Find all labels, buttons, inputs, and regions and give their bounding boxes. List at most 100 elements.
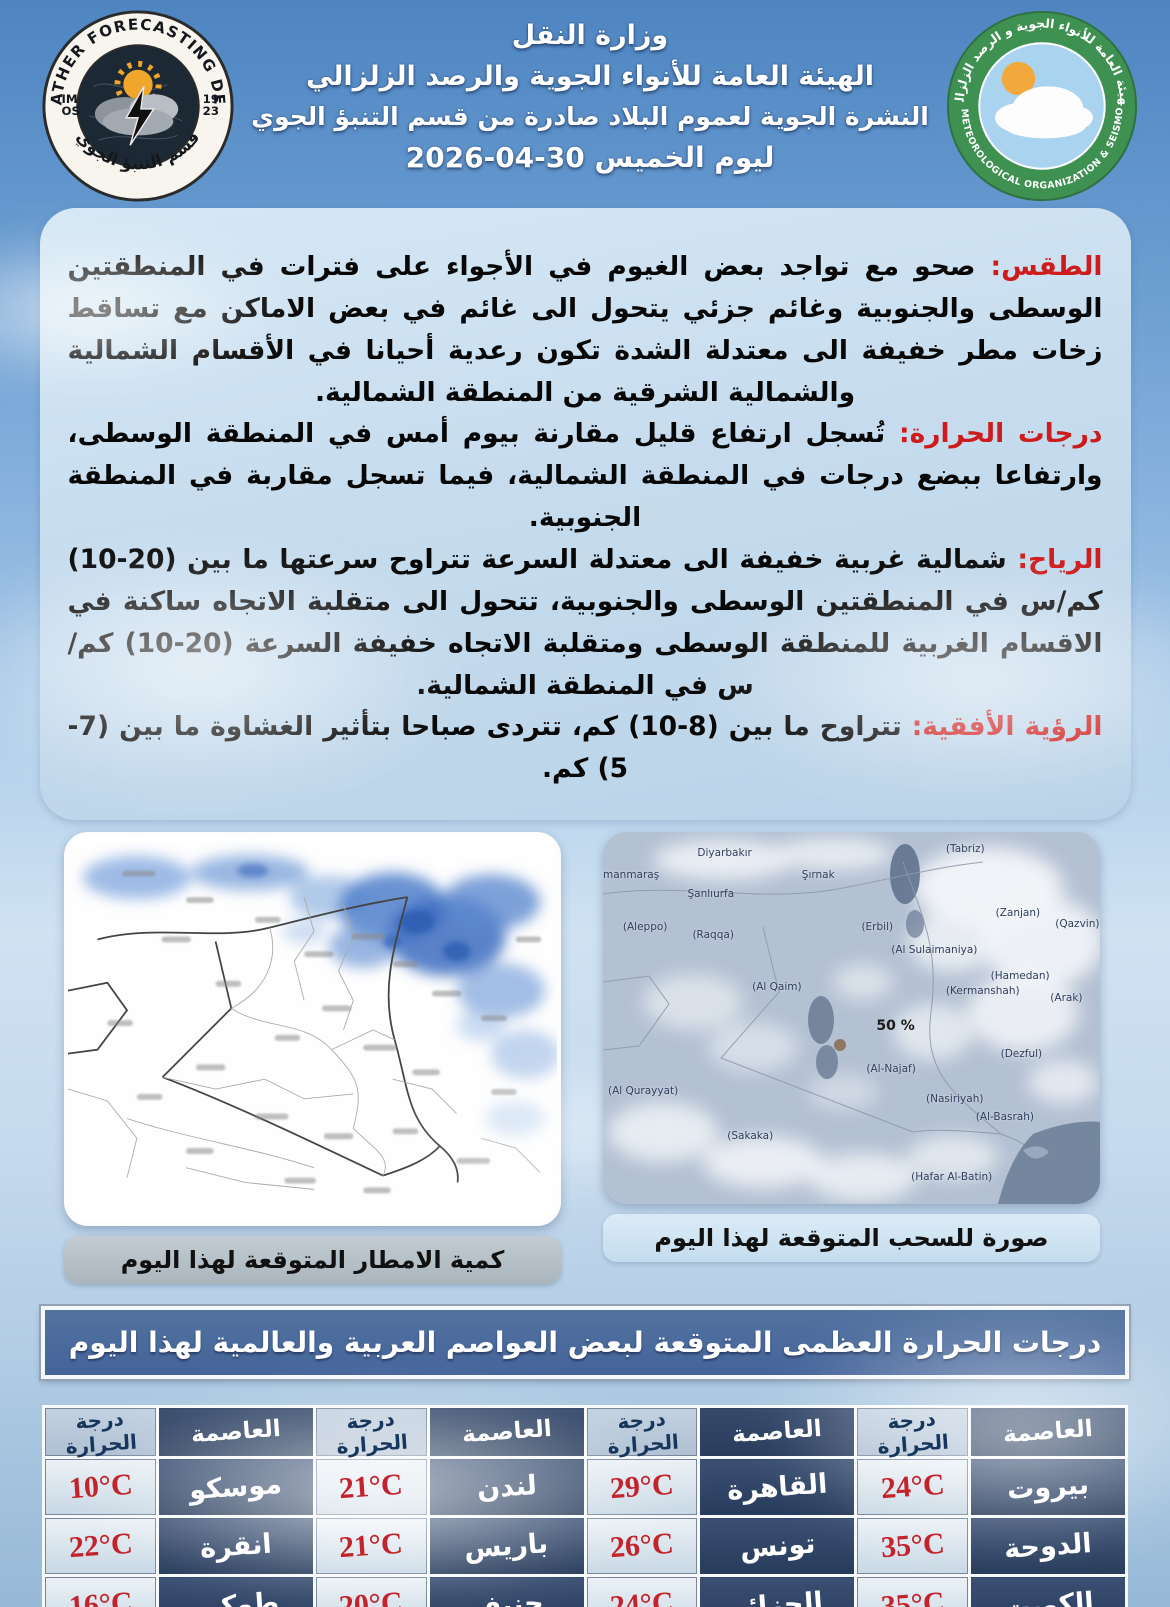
weather-forecasting-dept-logo-graphic: WEATHER FORECASTING DEPT. IM OS 19 23 قس… <box>40 8 234 202</box>
temperature-cell: 16°C <box>42 1574 159 1607</box>
map-city-label: (Al-Najaf) <box>866 1062 916 1075</box>
map-city-label: (Arak) <box>1050 992 1083 1005</box>
capital-header: العاصمة <box>697 1405 858 1460</box>
cloud-icon <box>994 86 1093 139</box>
weather-label: الطقس: <box>990 251 1103 282</box>
logo-19-text: 19 <box>203 92 219 106</box>
capital-cell: القاهرة <box>697 1456 858 1519</box>
bulletin-title: النشرة الجوية لعموم البلاد صادرة من قسم … <box>251 102 929 131</box>
capital-cell: جنيف <box>426 1574 587 1607</box>
capital-cell: تونس <box>697 1515 858 1578</box>
country-borders <box>68 896 459 1183</box>
table-row: الكويت 35°C الجزائر 24°C جنيف 20°C طوكيو 16°C <box>42 1574 1129 1607</box>
header-titles: وزارة النقل الهيئة العامة للأنواء الجوية… <box>236 20 944 174</box>
cloud-map-graphic <box>603 832 1100 1205</box>
winds-text: شمالية غربية خفيفة الى معتدلة السرعة تتر… <box>67 544 1103 701</box>
cloud-percentage-label: 50 % <box>876 1018 915 1035</box>
table-row: بيروت 24°C القاهرة 29°C لندن 21°C موسكو 10°C <box>42 1456 1129 1519</box>
authority-title: الهيئة العامة للأنواء الجوية والرصد الزل… <box>305 61 875 92</box>
map-city-label: (Sakaka) <box>727 1129 774 1142</box>
temp-header: درجة الحرارة <box>583 1405 701 1460</box>
temperature-section: درجات الحرارة: تُسجل ارتفاع قليل مقارنة … <box>68 413 1103 539</box>
satellite-clouds <box>608 838 1100 1202</box>
map-city-label: Şanlıurfa <box>687 887 735 900</box>
temperature-cell: 29°C <box>583 1456 701 1519</box>
map-city-label: (Zanjan) <box>995 906 1041 919</box>
cloud-map: 50 % manmaraş Diyarbakır Şırnak Şanlıurfa (T… <box>603 832 1100 1205</box>
temperature-cell: 26°C <box>583 1515 701 1578</box>
ministry-title: وزارة النقل <box>511 20 669 51</box>
temps-banner: درجات الحرارة العظمى المتوقعة لبعض العوا… <box>41 1306 1129 1380</box>
temperature-cell: 21°C <box>312 1456 430 1519</box>
capital-header: العاصمة <box>426 1405 587 1460</box>
visibility-section: الرؤية الأفقية: تتراوح ما بين (8-10) كم،… <box>68 706 1103 790</box>
rain-map <box>64 832 561 1227</box>
temperature-label: درجات الحرارة: <box>898 418 1103 450</box>
cloud-map-caption: صورة للسحب المتوقعة لهذا اليوم <box>603 1214 1100 1263</box>
weather-section: الطقس: صحو مع تواجد بعض الغيوم في الأجوا… <box>68 246 1103 413</box>
map-city-label: (Al Qurayyat) <box>607 1085 679 1098</box>
temperature-cell: 35°C <box>854 1574 971 1607</box>
capital-cell: باريس <box>426 1515 587 1578</box>
maps-row: كمية الامطار المتوقعة لهذا اليوم <box>64 832 1100 1285</box>
logo-os-text: OS <box>62 104 80 118</box>
capital-cell: بيروت <box>967 1456 1129 1519</box>
cloud-map-column: 50 % manmaraş Diyarbakır Şırnak Şanlıurfa (T… <box>603 832 1100 1284</box>
table-header-row: العاصمة درجة الحرارة العاصمة درجة الحرار… <box>42 1405 1129 1460</box>
map-city-label: (Nasiriyah) <box>926 1092 984 1105</box>
temps-table-body: بيروت 24°C القاهرة 29°C لندن 21°C موسكو 10°C الد… <box>42 1456 1129 1607</box>
temperature-cell: 20°C <box>312 1574 430 1607</box>
logo-23-text: 23 <box>203 104 219 118</box>
capital-cell: موسكو <box>155 1456 316 1519</box>
capital-header: العاصمة <box>155 1405 316 1460</box>
header: WEATHER FORECASTING DEPT. IM OS 19 23 قس… <box>0 0 1170 204</box>
map-city-label: (Raqqa) <box>692 928 734 941</box>
map-borders <box>603 861 1052 1171</box>
capital-cell: الكويت <box>967 1574 1129 1607</box>
map-city-label: (Dezful) <box>1000 1047 1043 1060</box>
map-city-label: (Kermanshah) <box>945 984 1020 997</box>
map-city-label: Diyarbakır <box>697 847 752 860</box>
capital-cell: الدوحة <box>967 1515 1129 1578</box>
gulf-inlet <box>1023 1146 1049 1159</box>
weather-forecasting-dept-logo: WEATHER FORECASTING DEPT. IM OS 19 23 قس… <box>40 8 236 204</box>
rain-map-caption: كمية الامطار المتوقعة لهذا اليوم <box>64 1236 561 1285</box>
temperature-cell: 24°C <box>583 1574 701 1607</box>
table-row: الدوحة 35°C تونس 26°C باريس 21°C انقرة 22°C <box>42 1515 1129 1578</box>
capital-header: العاصمة <box>967 1405 1129 1460</box>
map-city-label: (Aleppo) <box>622 921 668 934</box>
sun-icon <box>114 60 162 108</box>
rain-map-column: كمية الامطار المتوقعة لهذا اليوم <box>64 832 561 1285</box>
capital-cell: طوكيو <box>155 1574 316 1607</box>
capital-cell: الجزائر <box>697 1574 858 1607</box>
lightning-bolt-icon <box>124 86 156 146</box>
bulletin-date: ليوم الخميس 30-04-2026 <box>405 141 775 174</box>
rain-map-graphic <box>68 843 557 1216</box>
temp-header: درجة الحرارة <box>42 1405 159 1460</box>
temp-header: درجة الحرارة <box>854 1405 971 1460</box>
temperature-cell: 24°C <box>854 1456 971 1519</box>
winds-section: الرياح: شمالية غربية خفيفة الى معتدلة ال… <box>68 539 1103 706</box>
temperature-cell: 21°C <box>312 1515 430 1578</box>
rain-blob-cores <box>237 863 471 962</box>
temp-header: درجة الحرارة <box>312 1405 430 1460</box>
temperature-cell: 10°C <box>42 1456 159 1519</box>
map-city-label: (Al Sulaimaniya) <box>891 943 978 956</box>
capitals-temps-table: العاصمة درجة الحرارة العاصمة درجة الحرار… <box>42 1405 1129 1607</box>
map-city-label: manmaraş <box>603 869 660 882</box>
sun-icon <box>1001 61 1036 96</box>
temperature-text: تُسجل ارتفاع قليل مقارنة بيوم أمس في الم… <box>67 418 1103 534</box>
map-city-label: (Al Qaim) <box>752 980 802 993</box>
temperature-cell: 35°C <box>854 1515 971 1578</box>
weather-text: صحو مع تواجد بعض الغيوم في الأجواء على ف… <box>67 251 1103 408</box>
map-city-label: (Al-Basrah) <box>975 1111 1034 1124</box>
winds-label: الرياح: <box>1017 544 1103 576</box>
map-city-label: (Qazvin) <box>1055 917 1100 930</box>
map-city-label: (Hamedan) <box>990 969 1050 982</box>
iraq-meteorological-logo-graphic: الهيئة العامة للأنواء الجوية و الرصد الز… <box>944 8 1138 202</box>
capital-cell: لندن <box>426 1456 587 1519</box>
capital-cell: انقرة <box>155 1515 316 1578</box>
forecast-box: الطقس: صحو مع تواجد بعض الغيوم في الأجوا… <box>39 208 1131 821</box>
gulf-water <box>998 1121 1100 1205</box>
